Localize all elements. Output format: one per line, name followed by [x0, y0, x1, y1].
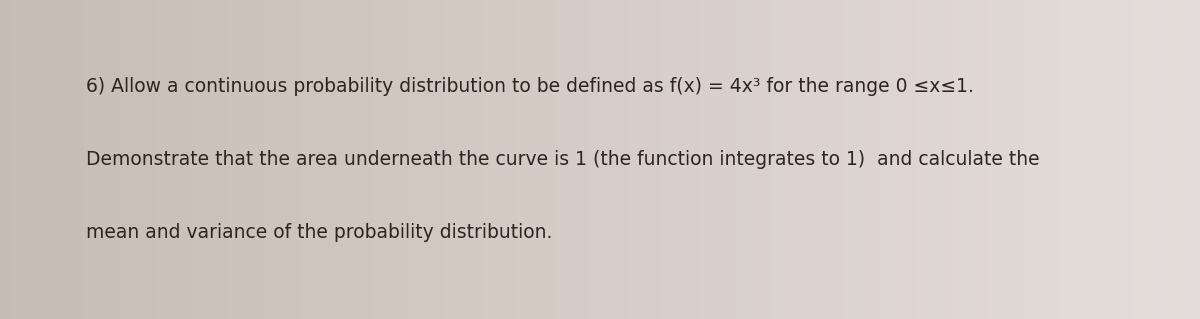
Text: mean and variance of the probability distribution.: mean and variance of the probability dis…: [86, 223, 553, 242]
Text: 6) Allow a continuous probability distribution to be defined as f(x) = 4x³ for t: 6) Allow a continuous probability distri…: [86, 77, 974, 96]
Text: Demonstrate that the area underneath the curve is 1 (the function integrates to : Demonstrate that the area underneath the…: [86, 150, 1040, 169]
